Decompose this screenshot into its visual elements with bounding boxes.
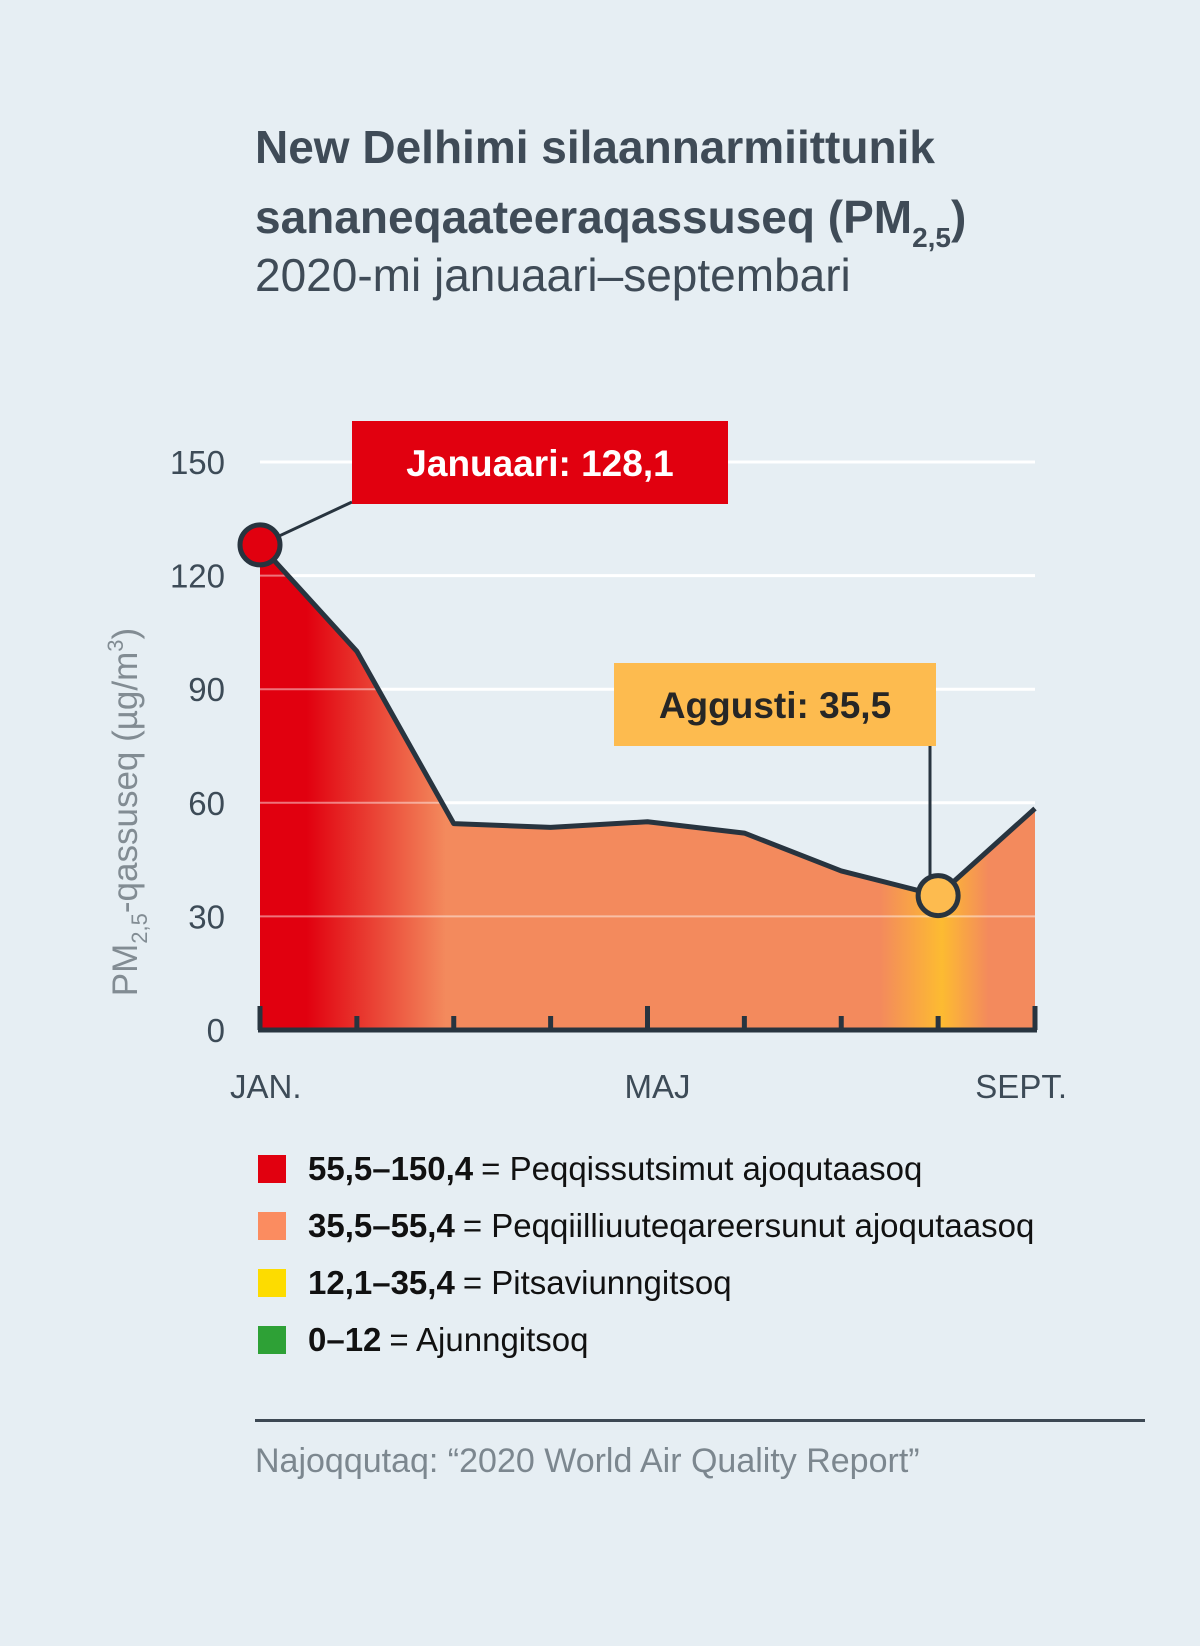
legend-range: 55,5–150,4 bbox=[308, 1149, 474, 1187]
legend-range: 0–12 bbox=[308, 1320, 382, 1358]
legend-swatch bbox=[258, 1211, 286, 1240]
legend-range: 35,5–55,4 bbox=[308, 1206, 455, 1244]
legend-item: 55,5–150,4 = Peqqissutsimut ajoqutaasoq bbox=[258, 1140, 1034, 1197]
legend-range: 12,1–35,4 bbox=[308, 1263, 455, 1301]
title-line-1: New Delhimi silaannarmiittunik bbox=[255, 121, 935, 173]
legend-swatch bbox=[258, 1154, 286, 1183]
legend-text: = Ajunngitsoq bbox=[389, 1320, 589, 1358]
source-note: Najoqqutaq: “2020 World Air Quality Repo… bbox=[255, 1442, 920, 1480]
y-axis-label: PM2,5-qassuseq (µg/m3) bbox=[103, 628, 152, 996]
annotation-point bbox=[915, 873, 961, 919]
legend-item: 0–12 = Ajunngitsoq bbox=[258, 1311, 1034, 1368]
legend-text: = Peqqiilliuuteqareersunut ajoqutaasoq bbox=[462, 1206, 1035, 1244]
legend-text: = Peqqissutsimut ajoqutaasoq bbox=[481, 1149, 923, 1187]
x-tick-label: MAJ bbox=[625, 1068, 691, 1105]
chart-legend: 55,5–150,4 = Peqqissutsimut ajoqutaasoq 35… bbox=[258, 1140, 1034, 1368]
annotation-label: Januaari: 128,1 bbox=[406, 443, 673, 484]
area-fill bbox=[260, 544, 1035, 1030]
x-tick-label: SEPT. bbox=[975, 1068, 1067, 1105]
y-tick-label: 0 bbox=[207, 1012, 225, 1049]
title-line-2: sananeqaateeraqassuseq (PM bbox=[255, 191, 913, 243]
legend-text: = Pitsaviunngitsoq bbox=[462, 1263, 732, 1301]
legend-swatch bbox=[258, 1325, 286, 1354]
y-tick-label: 150 bbox=[170, 444, 225, 481]
pm25-area-chart: 0 30 60 90 120 150 JAN. MAJ SEPT. PM2,5-qassuseq … bbox=[103, 421, 1067, 1105]
legend-item: 12,1–35,4 = Pitsaviunngitsoq bbox=[258, 1254, 1034, 1311]
annotation-box bbox=[352, 421, 728, 504]
annotation-label: Aggusti: 35,5 bbox=[659, 685, 891, 726]
title-subscript: 2,5 bbox=[912, 222, 952, 253]
legend-item: 35,5–55,4 = Peqqiilliuuteqareersunut ajoq… bbox=[258, 1197, 1034, 1254]
chart-title: New Delhimi silaannarmiittunik sananeqaa… bbox=[255, 112, 1155, 252]
y-tick-label: 120 bbox=[170, 558, 225, 595]
legend-swatch bbox=[258, 1268, 286, 1297]
x-tick-label: JAN. bbox=[230, 1068, 302, 1105]
y-tick-label: 90 bbox=[188, 671, 225, 708]
y-tick-label: 30 bbox=[188, 898, 225, 935]
annotation-box bbox=[614, 663, 936, 746]
chart-subtitle: 2020-mi januaari–septembari bbox=[255, 249, 851, 301]
source-divider bbox=[255, 1419, 1145, 1422]
title-end: ) bbox=[951, 191, 967, 243]
annotation-point bbox=[237, 522, 283, 568]
y-tick-label: 60 bbox=[188, 785, 225, 822]
series-line bbox=[258, 543, 1037, 899]
